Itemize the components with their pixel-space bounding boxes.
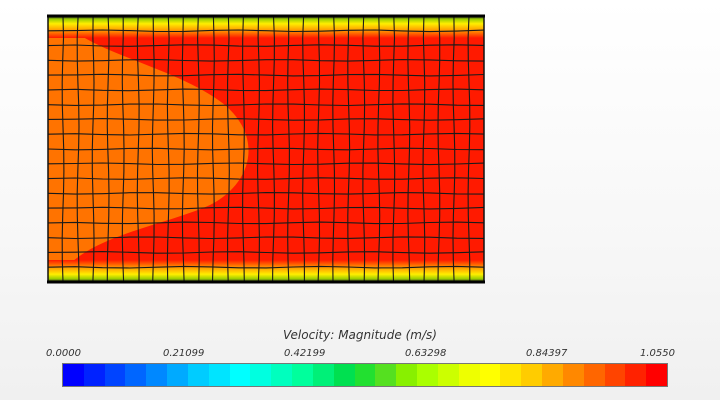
colorbar-swatch bbox=[167, 364, 188, 386]
colorbar-swatch bbox=[417, 364, 438, 386]
mesh-line-horizontal bbox=[48, 177, 484, 180]
colorbar-swatch bbox=[396, 364, 418, 386]
colorbar-swatch bbox=[125, 364, 147, 386]
mesh-line-horizontal bbox=[48, 103, 484, 107]
mesh-line-horizontal bbox=[48, 192, 484, 195]
velocity-contour-plot bbox=[48, 16, 484, 282]
legend-tick-label: 0.42199 bbox=[284, 348, 326, 359]
mesh-line-vertical bbox=[467, 16, 471, 282]
legend-tick-label: 1.0550 bbox=[640, 348, 675, 359]
mesh-line-horizontal bbox=[48, 88, 484, 92]
colorbar-swatch bbox=[479, 364, 501, 386]
colorbar-swatch bbox=[333, 364, 355, 386]
colorbar-swatch bbox=[437, 364, 459, 386]
colorbar-swatch bbox=[250, 364, 272, 386]
legend-title: Velocity: Magnitude (m/s) bbox=[283, 328, 437, 342]
colorbar-swatch bbox=[83, 364, 105, 386]
colorbar-swatch bbox=[63, 364, 84, 386]
mesh-line-horizontal bbox=[48, 221, 484, 225]
mesh-line-vertical bbox=[287, 16, 290, 282]
legend-tick-label: 0.0000 bbox=[46, 348, 81, 359]
legend-tick-label: 0.21099 bbox=[163, 348, 205, 359]
colorbar-swatch bbox=[542, 364, 563, 386]
colorbar-swatch bbox=[146, 364, 168, 386]
mesh-line-vertical bbox=[407, 16, 411, 282]
colorbar-swatch bbox=[292, 364, 313, 386]
colorbar-swatch bbox=[458, 364, 480, 386]
inlet-profile-region bbox=[48, 16, 249, 282]
mesh-line-vertical bbox=[347, 16, 351, 282]
legend-tick-label: 0.63298 bbox=[405, 348, 447, 359]
mesh-line-horizontal bbox=[48, 73, 484, 77]
mesh-line-horizontal bbox=[48, 251, 484, 254]
colorbar-swatch bbox=[375, 364, 397, 386]
colorbar-swatch bbox=[646, 364, 668, 386]
colorbar-swatch bbox=[521, 364, 543, 386]
mesh-line-horizontal bbox=[48, 118, 484, 121]
velocity-colorbar bbox=[62, 363, 668, 387]
mesh-line-horizontal bbox=[48, 44, 484, 47]
mesh-line-horizontal bbox=[48, 265, 484, 269]
mesh-line-horizontal bbox=[48, 206, 484, 210]
colorbar-swatch bbox=[604, 364, 626, 386]
mesh-grid bbox=[48, 16, 484, 282]
mesh-line-horizontal bbox=[48, 29, 484, 33]
mesh-line-vertical bbox=[136, 16, 140, 282]
mesh-line-vertical bbox=[211, 16, 215, 282]
colorbar-swatch bbox=[583, 364, 605, 386]
mesh-line-vertical bbox=[151, 16, 155, 282]
colorbar-swatch bbox=[271, 364, 293, 386]
colorbar-swatch bbox=[229, 364, 251, 386]
mesh-line-horizontal bbox=[48, 59, 484, 62]
mesh-line-horizontal bbox=[48, 236, 484, 240]
legend-tick-label: 0.84397 bbox=[526, 348, 568, 359]
colorbar-swatch bbox=[562, 364, 584, 386]
colorbar-swatch bbox=[625, 364, 647, 386]
mesh-line-vertical bbox=[76, 16, 80, 282]
bottom-wall-boundary-layer bbox=[48, 260, 484, 282]
mesh-line-vertical bbox=[272, 16, 275, 282]
colorbar-swatch bbox=[104, 364, 126, 386]
colorbar-swatch bbox=[500, 364, 522, 386]
top-wall-boundary-layer bbox=[48, 16, 484, 38]
mesh-line-horizontal bbox=[48, 162, 484, 166]
colorbar-swatch bbox=[187, 364, 209, 386]
colorbar-swatch bbox=[208, 364, 230, 386]
colorbar-swatch bbox=[354, 364, 376, 386]
mesh-line-horizontal bbox=[48, 147, 484, 151]
mesh-line-horizontal bbox=[48, 132, 484, 136]
colorbar-swatch bbox=[312, 364, 334, 386]
